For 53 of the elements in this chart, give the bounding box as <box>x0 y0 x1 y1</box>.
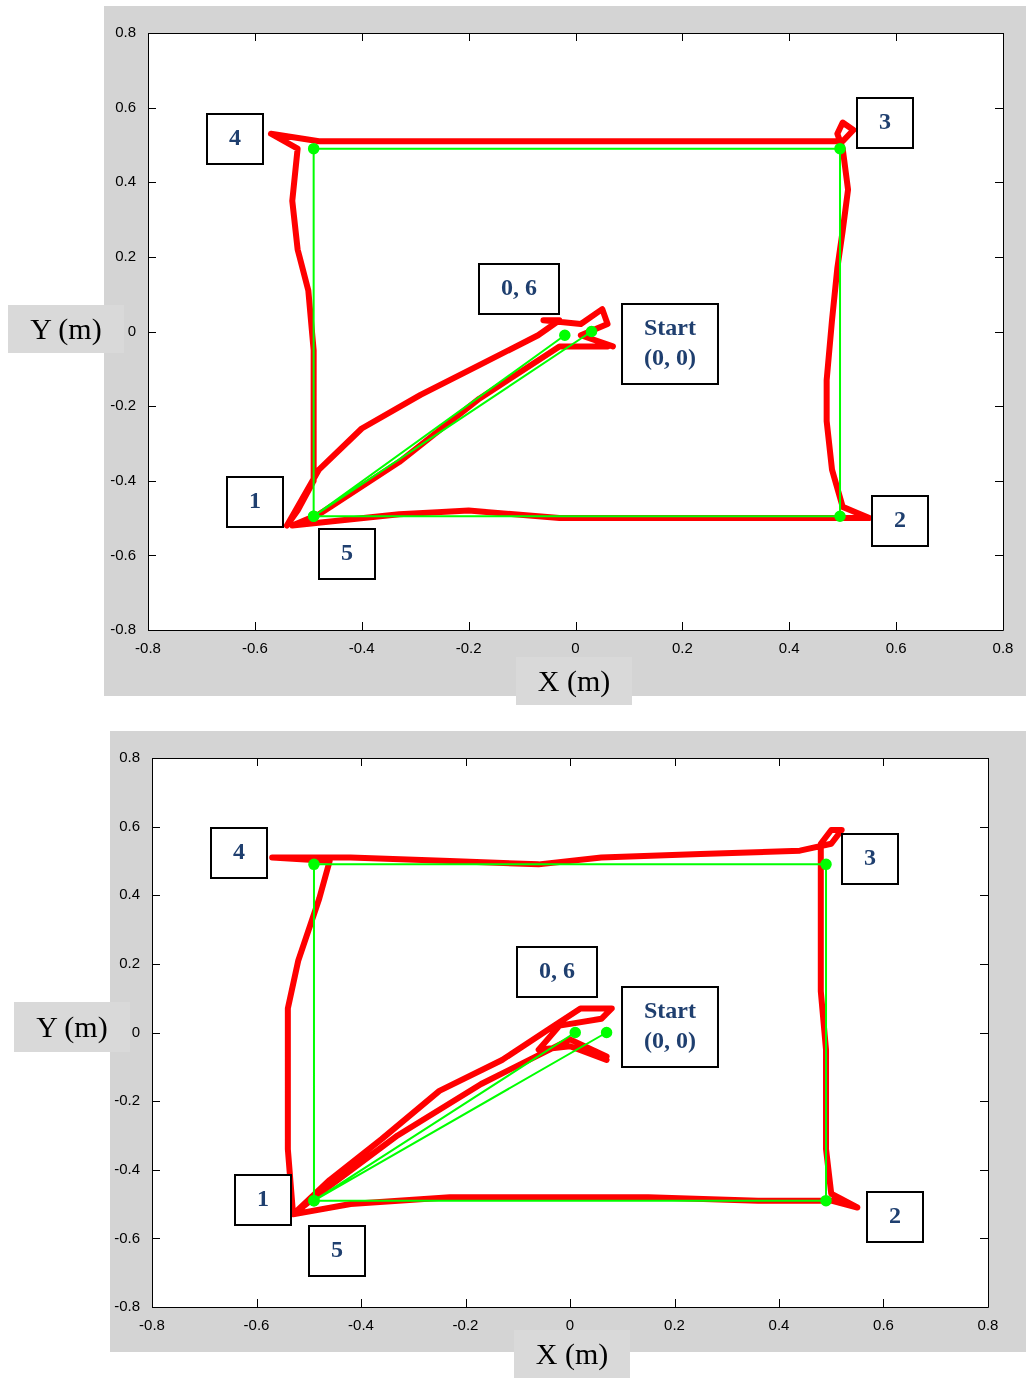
y-tick-label: -0.6 <box>110 545 136 563</box>
x-axis-title: X (m) <box>535 1337 609 1370</box>
annotation: 5 <box>331 1236 343 1263</box>
annotation: 1 <box>257 1185 269 1212</box>
y-tick-label: 0 <box>127 321 136 339</box>
y-tick-label: 0.2 <box>119 954 140 972</box>
y-tick-label: -0.2 <box>110 396 136 414</box>
x-tick-label: -0.2 <box>455 639 482 657</box>
y-axis-title: Y (m) <box>8 305 124 353</box>
annotation: 0, 6 <box>501 274 537 301</box>
annotation: 4 <box>229 124 241 151</box>
x-tick-label: 0.4 <box>778 639 800 657</box>
y-tick-label: 0.8 <box>115 23 136 41</box>
y-axis-title: Y (m) <box>14 1002 130 1052</box>
x-tick-label: -0.4 <box>348 639 375 657</box>
y-tick-label: 0.2 <box>115 247 136 265</box>
annotation: Start (0, 0) <box>644 997 696 1054</box>
x-tick-label: 0.4 <box>768 1316 790 1334</box>
x-tick-label: 0 <box>571 639 580 657</box>
y-tick-label: 0.8 <box>119 748 140 766</box>
x-tick-label: -0.6 <box>241 639 268 657</box>
annotation: 3 <box>879 108 891 135</box>
y-tick-label: -0.8 <box>114 1297 140 1315</box>
annotation: 2 <box>889 1202 901 1229</box>
y-tick-label: 0 <box>131 1022 140 1040</box>
x-tick-label: 0.6 <box>885 639 907 657</box>
annotation: 4 <box>233 838 245 865</box>
y-tick-label: -0.2 <box>114 1091 140 1109</box>
x-tick-label: 0.2 <box>671 639 693 657</box>
annotation: 2 <box>894 506 906 533</box>
y-tick-label: 0.4 <box>115 172 136 190</box>
y-tick-label: 0.4 <box>119 885 140 903</box>
x-tick-label: -0.8 <box>139 1316 165 1334</box>
annotation: 5 <box>341 539 353 566</box>
x-tick-label: 0.2 <box>664 1316 685 1334</box>
y-tick-label: -0.8 <box>110 620 136 638</box>
y-tick-label: -0.4 <box>110 470 136 488</box>
x-tick-label: 0.8 <box>992 639 1014 657</box>
y-tick-label: -0.6 <box>114 1228 140 1246</box>
x-tick-label: 0.8 <box>977 1316 999 1334</box>
x-tick-label: -0.2 <box>452 1316 479 1334</box>
annotation: Start (0, 0) <box>644 314 696 371</box>
y-tick-label: 0.6 <box>115 97 136 115</box>
x-axis-title: X (m) <box>516 657 632 705</box>
y-tick-label: 0.6 <box>119 816 140 834</box>
x-tick-label: -0.4 <box>348 1316 374 1334</box>
x-tick-label: 0.6 <box>873 1316 894 1334</box>
annotation: 3 <box>864 844 876 871</box>
y-tick-label: -0.4 <box>114 1159 140 1177</box>
x-tick-label: -0.6 <box>243 1316 270 1334</box>
x-tick-label: 0 <box>565 1316 575 1334</box>
annotation: 1 <box>249 487 261 514</box>
annotation: 0, 6 <box>539 957 575 984</box>
